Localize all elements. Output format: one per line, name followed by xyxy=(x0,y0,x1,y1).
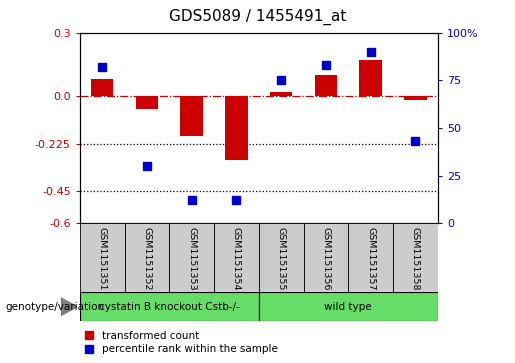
Bar xyxy=(180,96,203,136)
Bar xyxy=(315,75,337,96)
Text: GSM1151358: GSM1151358 xyxy=(411,227,420,290)
Bar xyxy=(169,223,214,292)
Text: GDS5089 / 1455491_at: GDS5089 / 1455491_at xyxy=(169,9,346,25)
Bar xyxy=(259,223,303,292)
Bar xyxy=(348,223,393,292)
Text: GSM1151352: GSM1151352 xyxy=(143,227,151,290)
Legend: transformed count, percentile rank within the sample: transformed count, percentile rank withi… xyxy=(85,331,278,354)
Bar xyxy=(91,79,113,96)
Bar xyxy=(359,60,382,96)
Text: GSM1151357: GSM1151357 xyxy=(366,227,375,290)
Bar xyxy=(270,92,293,96)
Text: GSM1151353: GSM1151353 xyxy=(187,227,196,290)
Bar xyxy=(393,223,438,292)
Bar xyxy=(80,223,125,292)
Bar xyxy=(404,96,426,101)
Bar xyxy=(80,292,259,321)
Text: wild type: wild type xyxy=(324,302,372,312)
Bar xyxy=(214,223,259,292)
Text: genotype/variation: genotype/variation xyxy=(5,302,104,312)
Text: GSM1151354: GSM1151354 xyxy=(232,227,241,290)
Bar xyxy=(303,223,348,292)
Polygon shape xyxy=(61,298,77,315)
Text: cystatin B knockout Cstb-/-: cystatin B knockout Cstb-/- xyxy=(99,302,240,312)
Text: GSM1151351: GSM1151351 xyxy=(98,227,107,290)
Bar xyxy=(136,96,158,109)
Bar xyxy=(225,96,248,160)
Bar xyxy=(125,223,169,292)
Bar xyxy=(259,292,438,321)
Text: GSM1151356: GSM1151356 xyxy=(321,227,331,290)
Text: GSM1151355: GSM1151355 xyxy=(277,227,286,290)
